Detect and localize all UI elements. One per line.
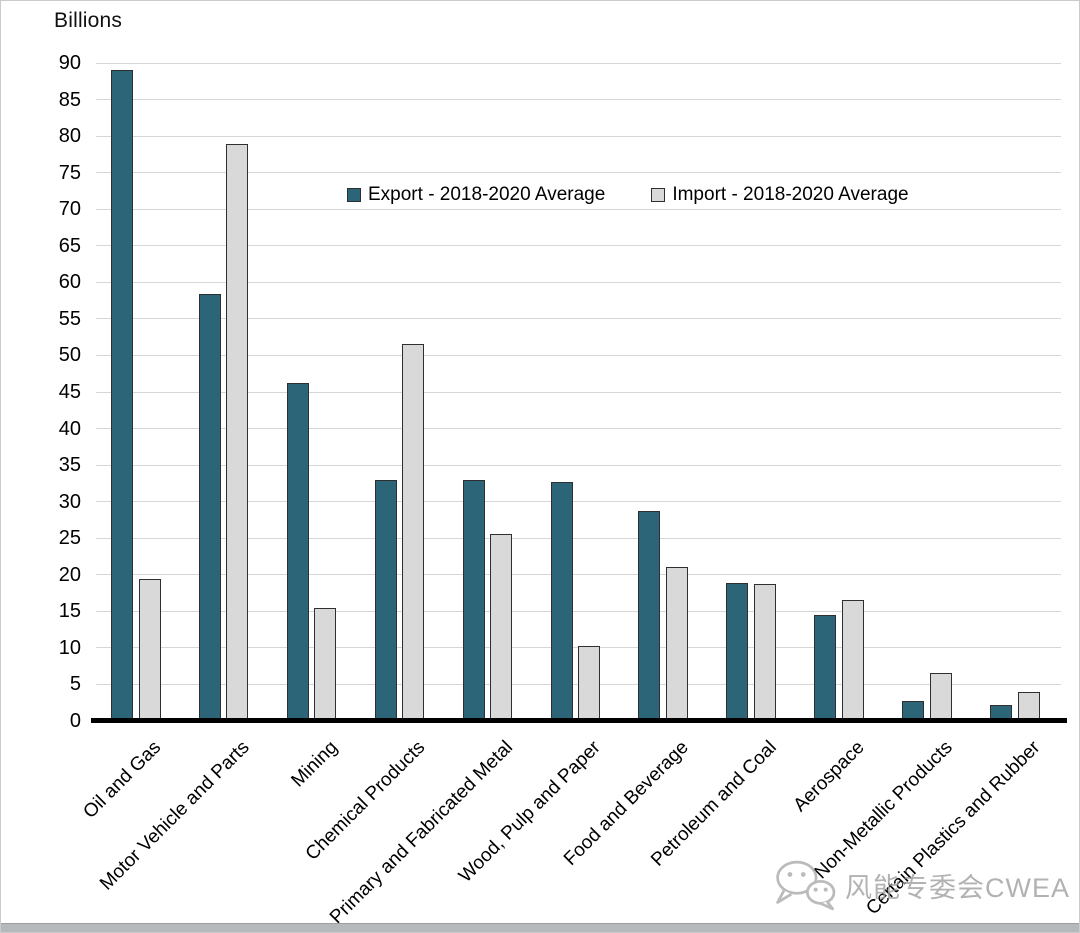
bar-export-aerospace	[814, 614, 837, 721]
bar-import-non-metallic-products	[929, 673, 952, 721]
gridline	[96, 391, 1061, 393]
y-axis-tick-label: 35	[58, 454, 81, 477]
y-axis-tick-label: 10	[58, 636, 81, 659]
y-axis-tick-label: 0	[69, 710, 81, 732]
gridline	[96, 208, 1061, 210]
gridline	[96, 610, 1061, 612]
y-axis-tick-label: 15	[58, 600, 81, 623]
bar-import-chemical-products	[402, 343, 425, 721]
legend-item-import: Import - 2018-2020 Average	[651, 184, 909, 206]
y-axis-tick-label: 20	[58, 563, 81, 586]
y-axis-tick-label: 45	[58, 381, 81, 403]
gridline	[96, 172, 1061, 174]
y-axis-tick-label: 85	[58, 88, 81, 111]
bar-import-wood-pulp-and-paper	[578, 646, 600, 721]
y-axis-title: Billions	[54, 9, 123, 32]
y-axis-tick-label: 55	[58, 307, 81, 330]
bar-import-oil-and-gas	[138, 579, 161, 721]
x-axis-label-mining: Mining	[286, 737, 342, 792]
bar-export-oil-and-gas	[111, 70, 133, 721]
x-axis-label-aerospace: Aerospace	[789, 737, 869, 817]
bar-import-primary-and-fabricated-metal	[490, 533, 513, 721]
y-axis-tick-label: 40	[58, 417, 81, 440]
watermark: 风能专委会CWEA	[773, 857, 1070, 913]
y-axis-tick-label: 90	[58, 52, 81, 74]
gridline	[96, 99, 1061, 101]
legend: Export - 2018-2020 Average Import - 2018…	[347, 184, 909, 206]
y-axis-tick-label: 70	[58, 198, 81, 221]
bar-export-wood-pulp-and-paper	[550, 481, 573, 721]
y-axis-tick-label: 50	[58, 344, 81, 367]
gridline	[96, 537, 1061, 539]
y-axis-tick-label: 30	[58, 490, 81, 513]
x-axis-label-oil-and-gas: Oil and Gas	[79, 737, 166, 823]
y-axis-tick-label: 65	[58, 234, 81, 257]
gridline	[96, 135, 1061, 137]
x-axis-label-motor-vehicle-and-parts: Motor Vehicle and Parts	[96, 737, 254, 895]
bar-import-mining	[314, 608, 337, 721]
x-axis-label-primary-and-fabricated-metal: Primary and Fabricated Metal	[326, 737, 518, 929]
y-axis-tick-label: 60	[58, 271, 81, 294]
gridline	[96, 62, 1061, 64]
gridline	[96, 464, 1061, 466]
legend-label-import: Import - 2018-2020 Average	[672, 184, 909, 205]
bar-import-certain-plastics-and-rubber	[1017, 691, 1040, 721]
bar-export-mining	[286, 383, 309, 721]
x-axis-line	[91, 718, 1067, 723]
wechat-icon	[776, 860, 836, 911]
gridline	[96, 318, 1061, 320]
gridline	[96, 354, 1061, 356]
bar-export-petroleum-and-coal	[726, 582, 749, 721]
gridline	[96, 281, 1061, 283]
y-axis-tick-label: 75	[58, 161, 81, 184]
legend-swatch-export-icon	[347, 188, 361, 202]
bottom-edge-bar	[1, 923, 1079, 932]
gridline	[96, 501, 1061, 503]
gridline	[96, 574, 1061, 576]
watermark-text: 风能专委会CWEA	[845, 872, 1070, 903]
bar-export-chemical-products	[374, 479, 397, 721]
gridline	[96, 245, 1061, 247]
legend-swatch-import-icon	[651, 188, 666, 202]
y-axis-tick-label: 25	[58, 527, 81, 550]
y-axis-tick-label: 5	[69, 673, 81, 696]
legend-item-export: Export - 2018-2020 Average	[347, 184, 605, 206]
bar-import-food-and-beverage	[665, 567, 688, 721]
gridline	[96, 428, 1061, 430]
bar-export-motor-vehicle-and-parts	[198, 294, 221, 721]
y-axis-tick-label: 80	[58, 125, 81, 148]
bar-export-food-and-beverage	[638, 511, 661, 721]
bar-import-motor-vehicle-and-parts	[226, 144, 249, 721]
legend-label-export: Export - 2018-2020 Average	[368, 184, 606, 205]
bar-import-petroleum-and-coal	[753, 583, 776, 721]
bar-import-aerospace	[841, 600, 864, 721]
bar-export-primary-and-fabricated-metal	[462, 480, 485, 721]
